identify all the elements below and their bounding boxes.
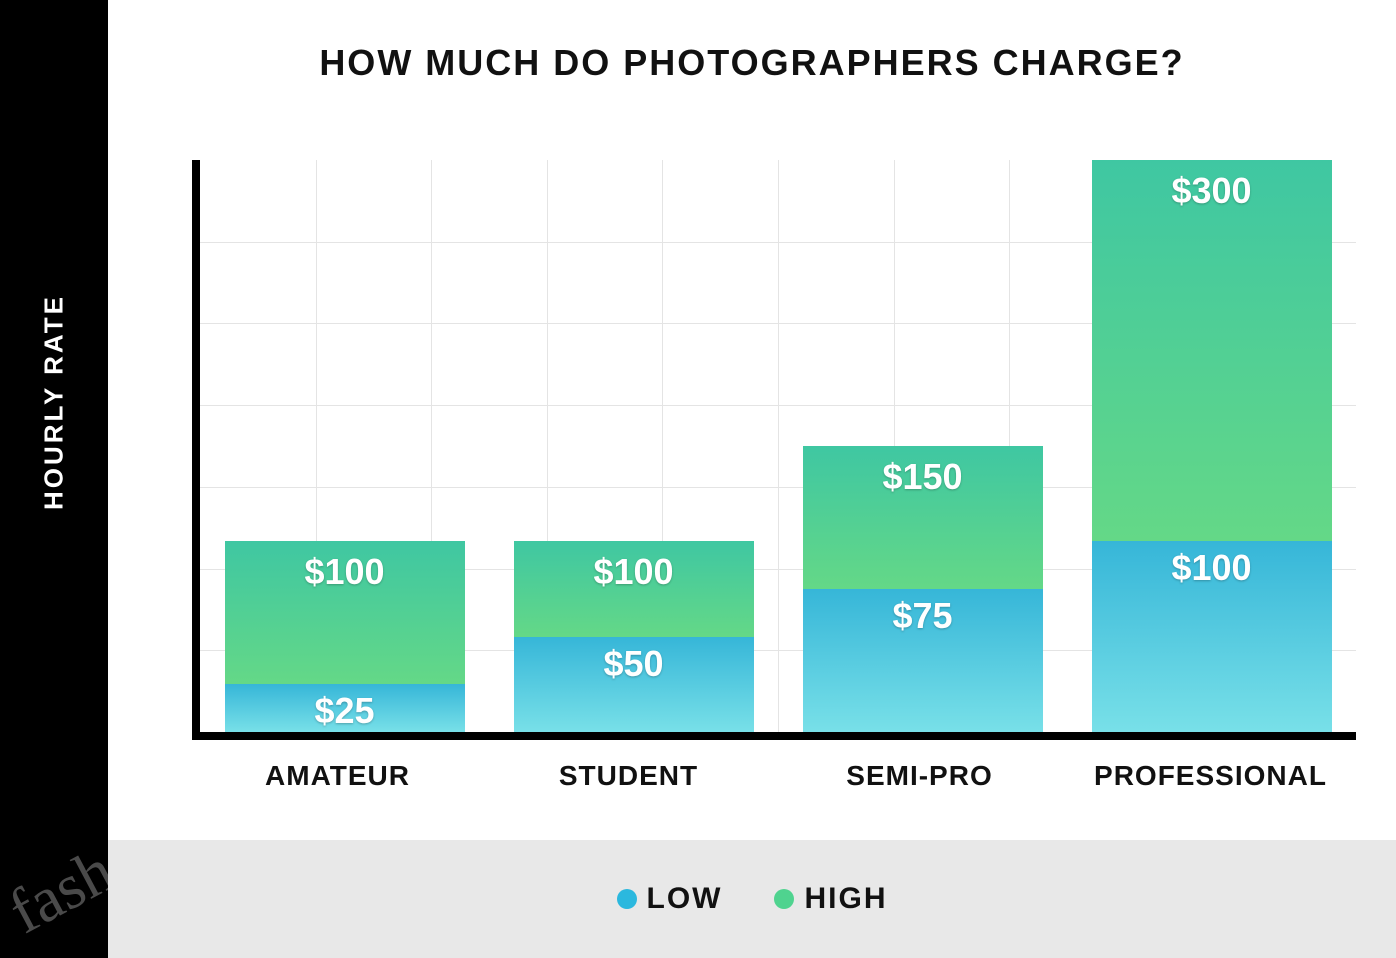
- bar-slot: $100$50: [514, 160, 754, 732]
- legend-item-low: LOW: [617, 882, 723, 916]
- bar-slot: $300$100: [1092, 160, 1332, 732]
- bar-segment-low: $25: [225, 684, 465, 732]
- legend-strip: LOW HIGH: [108, 840, 1396, 958]
- category-label: SEMI-PRO: [790, 760, 1050, 792]
- category-label: STUDENT: [499, 760, 759, 792]
- plot-box: $100$25$100$50$150$75$300$100: [192, 160, 1356, 740]
- category-label: AMATEUR: [208, 760, 468, 792]
- legend-swatch-high: [774, 889, 794, 909]
- legend-swatch-low: [617, 889, 637, 909]
- bar-segment-high: $100: [225, 541, 465, 684]
- bar-segment-high: $150: [803, 446, 1043, 589]
- bar-segment-high: $100: [514, 541, 754, 636]
- bar-slot: $150$75: [803, 160, 1043, 732]
- chart-title: HOW MUCH DO PHOTOGRAPHERS CHARGE?: [108, 42, 1396, 84]
- bar-segment-low: $100: [1092, 541, 1332, 732]
- bars-container: $100$25$100$50$150$75$300$100: [200, 160, 1356, 732]
- bar-segment-low: $50: [514, 637, 754, 732]
- category-labels-row: AMATEUR STUDENT SEMI-PRO PROFESSIONAL: [192, 760, 1356, 792]
- bar-slot: $100$25: [225, 160, 465, 732]
- category-label: PROFESSIONAL: [1081, 760, 1341, 792]
- bar-segment-low: $75: [803, 589, 1043, 732]
- bar-segment-high: $300: [1092, 160, 1332, 541]
- bar: $150$75: [803, 446, 1043, 732]
- brand-logo: fash: [0, 833, 126, 948]
- legend-label-high: HIGH: [804, 882, 887, 916]
- legend-item-high: HIGH: [774, 882, 887, 916]
- chart-plot-area: $100$25$100$50$150$75$300$100: [192, 160, 1356, 740]
- page-root: HOURLY RATE fash HOW MUCH DO PHOTOGRAPHE…: [0, 0, 1396, 958]
- legend-label-low: LOW: [647, 882, 723, 916]
- main-area: HOW MUCH DO PHOTOGRAPHERS CHARGE? $100$2…: [108, 0, 1396, 958]
- bar: $100$25: [225, 541, 465, 732]
- bar: $100$50: [514, 541, 754, 732]
- bar: $300$100: [1092, 160, 1332, 732]
- y-axis-label: HOURLY RATE: [39, 294, 70, 510]
- sidebar: HOURLY RATE fash: [0, 0, 108, 958]
